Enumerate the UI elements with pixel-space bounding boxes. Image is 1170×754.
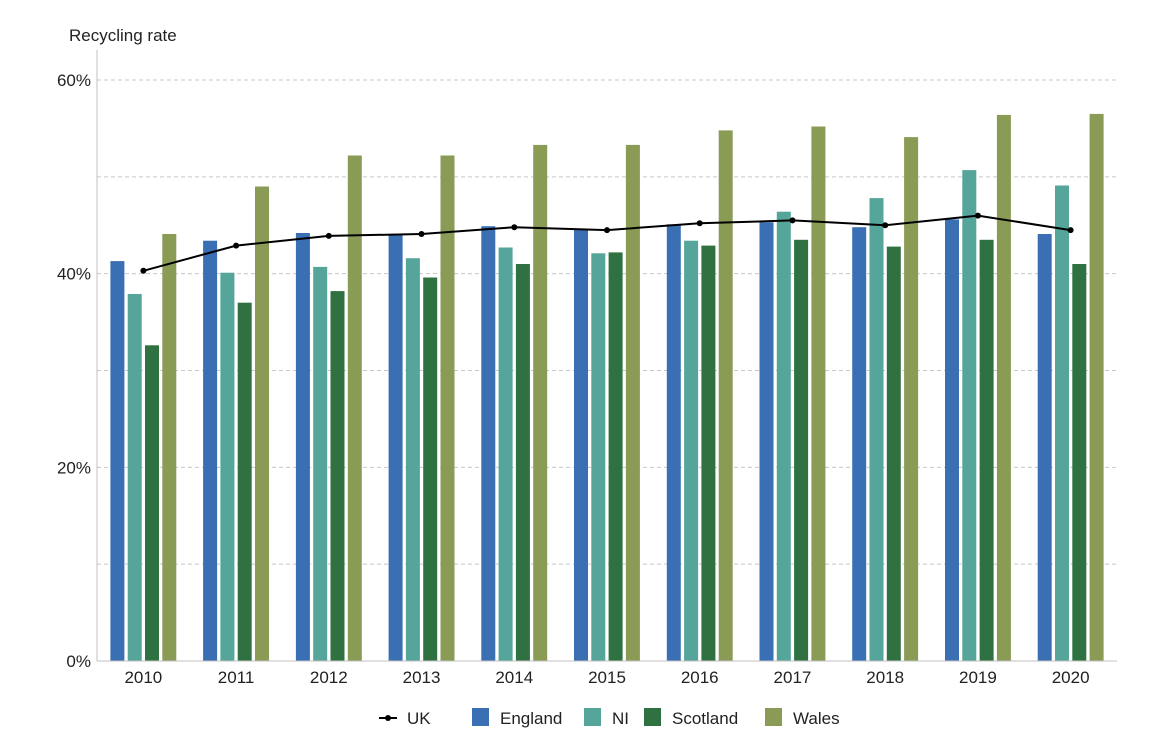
legend-label-uk: UK <box>407 709 431 728</box>
bar-england-2020 <box>1037 234 1052 661</box>
uk-point-2016 <box>696 220 703 227</box>
bar-scotland-2020 <box>1072 264 1087 661</box>
legend-label-ni: NI <box>612 709 629 728</box>
bar-ni-2013 <box>405 258 420 661</box>
uk-point-2012 <box>325 232 332 239</box>
uk-point-2011 <box>233 242 240 249</box>
bar-wales-2012 <box>347 155 362 661</box>
bar-scotland-2011 <box>237 302 252 661</box>
bar-england-2016 <box>666 224 681 662</box>
legend-swatch-england <box>472 708 489 726</box>
bar-ni-2020 <box>1055 185 1069 661</box>
bar-england-2010 <box>110 261 125 661</box>
x-tick-label: 2013 <box>403 668 441 687</box>
bar-england-2018 <box>852 227 867 661</box>
bar-ni-2016 <box>684 240 699 661</box>
bar-england-2012 <box>295 233 310 661</box>
bar-england-2019 <box>945 219 959 661</box>
bar-wales-2014 <box>533 144 548 661</box>
x-tick-label: 2011 <box>218 668 255 687</box>
bar-ni-2019 <box>962 170 977 661</box>
legend-label-england: England <box>500 709 562 728</box>
bar-scotland-2017 <box>794 239 809 662</box>
bar-ni-2015 <box>591 253 606 662</box>
bar-scotland-2012 <box>330 291 345 661</box>
uk-point-2020 <box>1067 227 1074 234</box>
bar-scotland-2010 <box>145 345 159 661</box>
axes: 0% 20% 40% 60% 2010 2011 2012 2013 2014 2015 2016 2… <box>57 50 1117 687</box>
bar-ni-2010 <box>127 294 142 661</box>
uk-point-2017 <box>789 217 796 224</box>
x-tick-label: 2012 <box>310 668 348 687</box>
bar-scotland-2016 <box>701 245 716 661</box>
legend-swatch-ni <box>584 708 601 726</box>
bar-scotland-2019 <box>979 239 994 662</box>
uk-point-2015 <box>604 227 610 234</box>
bar-wales-2019 <box>996 114 1011 661</box>
uk-point-2010 <box>140 267 147 274</box>
legend-swatch-scotland <box>644 708 661 726</box>
uk-line <box>143 214 1071 272</box>
uk-point-2019 <box>974 212 981 219</box>
bar-wales-2018 <box>904 137 919 662</box>
x-tick-label: 2016 <box>681 668 719 687</box>
bar-wales-2011 <box>255 186 269 661</box>
uk-point-2014 <box>511 224 518 231</box>
bar-ni-2012 <box>313 266 328 661</box>
bar-ni-2014 <box>498 247 513 661</box>
bar-england-2011 <box>203 240 218 661</box>
bar-wales-2015 <box>625 144 640 661</box>
x-tick-label: 2018 <box>866 668 904 687</box>
bar-scotland-2018 <box>886 246 901 661</box>
bar-england-2014 <box>481 226 496 661</box>
legend: UK England NI Scotland Wales <box>379 708 840 728</box>
bar-ni-2011 <box>220 272 235 661</box>
x-tick-label: 2019 <box>959 668 997 687</box>
bar-ni-2017 <box>776 211 791 661</box>
bar-scotland-2013 <box>423 277 438 661</box>
uk-point-2018 <box>882 222 889 229</box>
legend-label-wales: Wales <box>793 709 840 728</box>
y-tick-label: 40% <box>57 265 91 284</box>
legend-swatch-wales <box>765 708 782 726</box>
y-tick-label: 20% <box>57 458 91 477</box>
bar-wales-2017 <box>811 126 826 661</box>
legend-uk-marker-icon <box>385 715 391 721</box>
y-tick-label: 0% <box>66 652 91 671</box>
bar-wales-2020 <box>1089 113 1104 661</box>
uk-line-series <box>140 212 1074 274</box>
bar-england-2017 <box>759 222 774 662</box>
bar-wales-2010 <box>162 234 177 661</box>
x-tick-label: 2014 <box>495 668 533 687</box>
bars <box>110 113 1104 662</box>
x-tick-label: 2010 <box>124 668 162 687</box>
bar-scotland-2014 <box>515 264 530 661</box>
uk-point-2013 <box>418 231 425 237</box>
y-tick-label: 60% <box>57 71 91 90</box>
bar-wales-2013 <box>440 155 455 661</box>
x-tick-label: 2017 <box>774 668 812 687</box>
y-axis-title: Recycling rate <box>69 26 177 45</box>
bar-ni-2018 <box>869 198 884 661</box>
bar-england-2013 <box>388 234 403 661</box>
x-tick-label: 2020 <box>1052 668 1090 687</box>
bar-scotland-2015 <box>608 252 623 661</box>
legend-label-scotland: Scotland <box>672 709 738 728</box>
x-tick-label: 2015 <box>588 668 626 687</box>
bar-wales-2016 <box>718 130 733 661</box>
bar-england-2015 <box>574 229 588 661</box>
